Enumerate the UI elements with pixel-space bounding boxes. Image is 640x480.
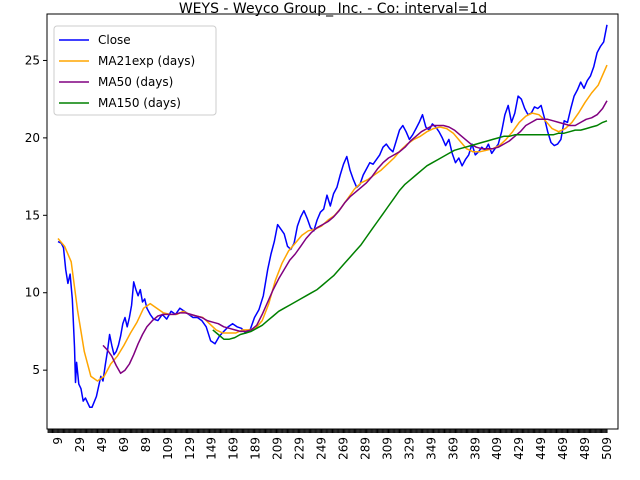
x-tick-label: 9 (51, 437, 65, 445)
x-tick-label: 109 (161, 437, 175, 460)
x-tick-label: 149 (205, 437, 219, 460)
y-tick-label: 20 (25, 131, 40, 145)
y-tick-label: 15 (25, 208, 40, 222)
series-line-3 (213, 121, 607, 339)
y-axis: 5 10 15 20 25 (25, 53, 47, 377)
legend: Close MA21exp (days) MA50 (days) MA150 (day… (54, 26, 216, 115)
legend-label-3: MA150 (days) (98, 96, 181, 110)
x-tick-label: 509 (600, 437, 614, 460)
x-tick-label: 129 (183, 437, 197, 460)
x-tick-label: 309 (380, 437, 394, 460)
y-tick-label: 25 (25, 53, 40, 67)
x-tick-label: 229 (293, 437, 307, 460)
x-tick-label: 49 (95, 437, 109, 452)
x-tick-label: 169 (227, 437, 241, 460)
x-tick-label: 449 (534, 437, 548, 460)
x-tick-label: 69 (117, 437, 131, 452)
y-tick-label: 5 (32, 363, 40, 377)
x-tick-label: 429 (512, 437, 526, 460)
x-axis: 9 29 49 69 89 109 129 149 169 189 209 229 249 269 289 3… (48, 429, 614, 460)
x-tick-label: 349 (424, 437, 438, 460)
x-tick-label: 369 (446, 437, 460, 460)
x-tick-label: 489 (578, 437, 592, 460)
series-line-2 (103, 101, 607, 374)
x-tick-label: 329 (402, 437, 416, 460)
x-tick-label: 189 (249, 437, 263, 460)
x-tick-label: 209 (271, 437, 285, 460)
x-tick-label: 289 (358, 437, 372, 460)
x-tick-label: 89 (139, 437, 153, 452)
x-tick-label: 29 (73, 437, 87, 452)
x-tick-label: 269 (336, 437, 350, 460)
legend-label-0: Close (98, 33, 131, 47)
x-tick-label: 389 (468, 437, 482, 460)
chart-title: WEYS - Weyco Group_ Inc. - Co: interval=… (179, 1, 487, 17)
legend-label-1: MA21exp (days) (98, 54, 195, 68)
x-tick-label: 249 (315, 437, 329, 460)
x-tick-label: 469 (556, 437, 570, 460)
legend-label-2: MA50 (days) (98, 75, 173, 89)
x-tick-label: 409 (490, 437, 504, 460)
y-tick-label: 10 (25, 286, 40, 300)
